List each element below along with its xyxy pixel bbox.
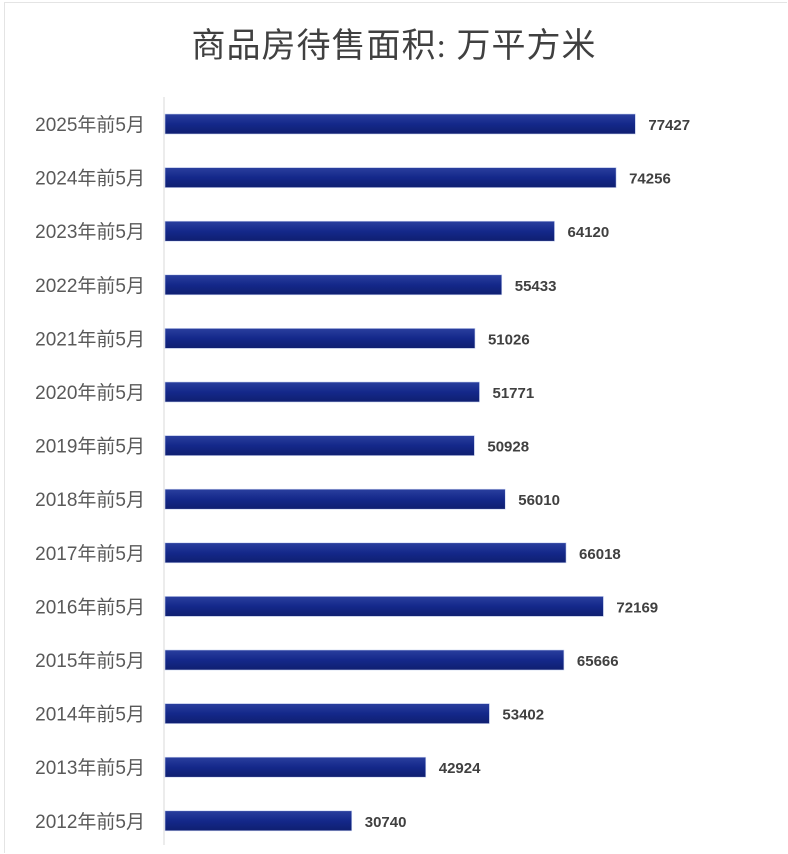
- bar: [164, 488, 506, 510]
- data-label: 42924: [439, 760, 481, 777]
- category-label: 2022年前5月: [35, 275, 145, 297]
- category-label: 2025年前5月: [35, 114, 145, 136]
- category-label: 2021年前5月: [35, 328, 145, 350]
- category-label: 2014年前5月: [35, 704, 145, 726]
- data-label: 74256: [629, 171, 671, 188]
- bar: [164, 756, 427, 778]
- category-label: 2015年前5月: [35, 650, 145, 672]
- data-label: 50928: [487, 439, 529, 456]
- chart-frame: [4, 2, 787, 853]
- data-label: 65666: [577, 653, 619, 670]
- bar: [164, 220, 555, 242]
- category-label: 2012年前5月: [35, 811, 145, 833]
- bar: [164, 328, 476, 349]
- category-label: 2017年前5月: [35, 543, 145, 565]
- bar: [164, 810, 353, 832]
- data-label: 53402: [502, 707, 544, 724]
- chart-title: 商品房待售面积: 万平方米: [191, 28, 597, 65]
- bar: [164, 113, 636, 135]
- data-label: 64120: [568, 224, 610, 241]
- bar: [164, 542, 567, 564]
- bar: [164, 703, 490, 724]
- data-label: 72169: [616, 599, 658, 616]
- category-label: 2020年前5月: [35, 382, 145, 404]
- category-label: 2016年前5月: [35, 596, 145, 618]
- bar: [164, 167, 617, 188]
- category-label: 2013年前5月: [35, 757, 145, 779]
- data-label: 30740: [365, 814, 407, 831]
- bar: [164, 649, 565, 671]
- bar: [164, 381, 480, 403]
- data-label: 56010: [518, 492, 560, 509]
- data-label: 55433: [515, 278, 557, 295]
- data-label: 51026: [488, 331, 530, 348]
- data-label: 51771: [493, 385, 535, 402]
- data-label: 66018: [579, 546, 621, 563]
- data-label: 77427: [648, 117, 690, 134]
- bar: [164, 596, 604, 617]
- category-label: 2023年前5月: [35, 221, 145, 243]
- bar: [164, 435, 475, 456]
- category-label: 2024年前5月: [35, 168, 145, 190]
- category-label: 2018年前5月: [35, 489, 145, 511]
- bar: [164, 274, 503, 296]
- category-label: 2019年前5月: [35, 436, 145, 458]
